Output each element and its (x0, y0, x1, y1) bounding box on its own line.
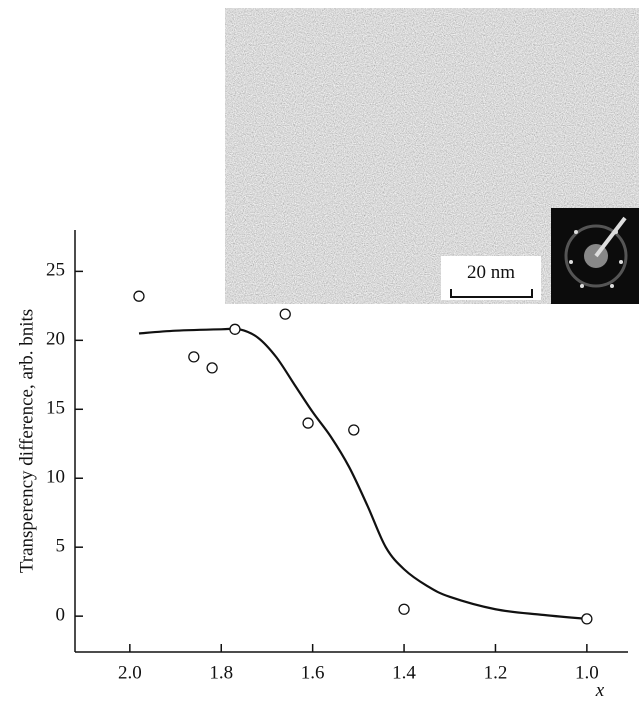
data-point (229, 323, 241, 335)
y-tick-label: 0 (56, 605, 66, 626)
x-tick-label: 1.8 (209, 662, 233, 683)
x-tick-label: 1.4 (392, 662, 416, 683)
data-point (581, 613, 593, 625)
x-tick-label: 2.0 (118, 662, 142, 683)
data-point (206, 362, 218, 374)
data-point (398, 603, 410, 615)
x-axis-label: x (595, 680, 605, 701)
x-tick-label: 1.6 (301, 662, 325, 683)
y-tick-label: 10 (46, 467, 65, 488)
data-point (279, 308, 291, 320)
data-point (188, 351, 200, 363)
fit-curve (138, 327, 587, 620)
scale-bar-label: 20 nm (467, 262, 515, 283)
diffraction-inset (551, 208, 639, 304)
data-point (302, 417, 314, 429)
tem-inset: 20 nm (225, 8, 639, 304)
x-tick-label: 1.0 (575, 662, 599, 683)
y-tick-label: 25 (46, 260, 65, 281)
y-tick-label: 5 (56, 536, 66, 557)
y-axis-label: Transperency difference, arb. bnits (16, 309, 37, 573)
data-point (133, 290, 145, 302)
y-tick-label: 20 (46, 329, 65, 350)
x-tick-label: 1.2 (484, 662, 508, 683)
y-tick-label: 15 (46, 398, 65, 419)
data-point (348, 424, 360, 436)
